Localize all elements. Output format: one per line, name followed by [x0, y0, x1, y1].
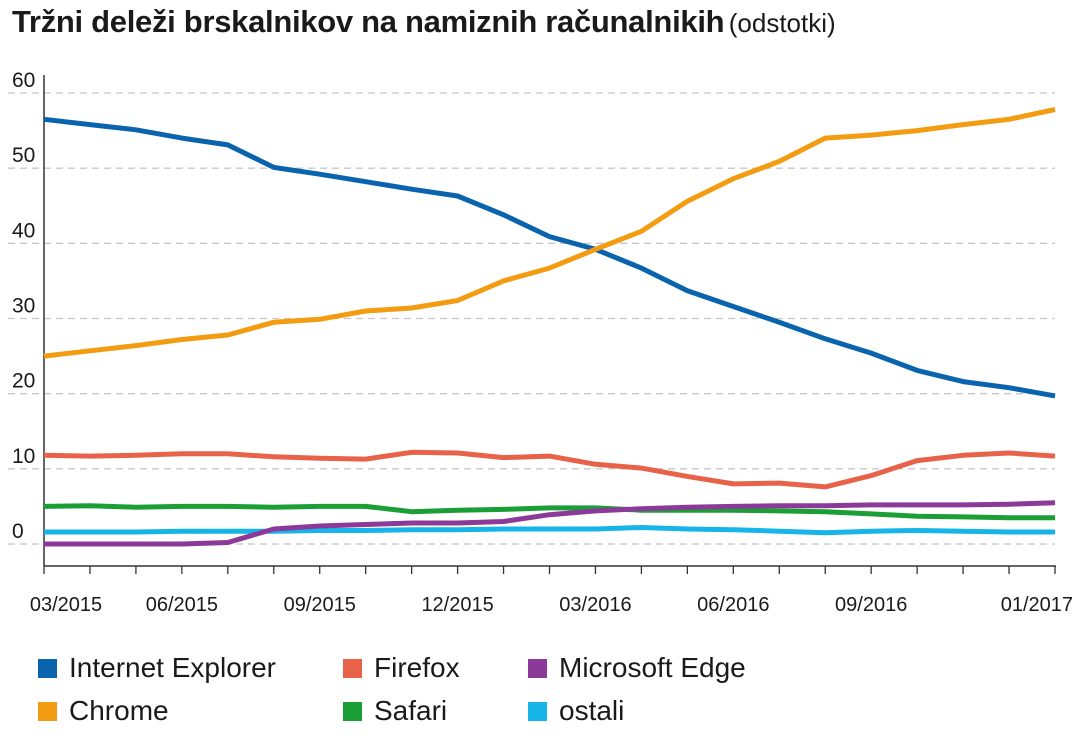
line-chart: 0 10 20 30 40 50 60 03/2015 06/2015 09/2015 12/20…	[8, 69, 1073, 616]
x-tick-label-01-2017: 01/2017	[1001, 594, 1073, 616]
legend-label-safari: Safari	[374, 695, 448, 726]
x-tick-label-09-2016: 09/2016	[835, 594, 907, 616]
y-tick-label-50: 50	[12, 144, 35, 167]
series-line-ostali	[44, 525, 1055, 536]
y-tick-label-40: 40	[12, 219, 35, 242]
x-tick-label-09-2015: 09/2015	[284, 594, 356, 616]
legend-label-chrome: Chrome	[69, 695, 169, 726]
legend-swatch-firefox	[343, 658, 362, 678]
x-tick-label-06-2016: 06/2016	[697, 594, 769, 616]
gridlines	[8, 92, 1055, 545]
y-tick-label-30: 30	[12, 295, 35, 318]
y-axis: 0 10 20 30 40 50 60	[12, 69, 35, 543]
x-tick-label-03-2016: 03/2016	[559, 594, 631, 616]
y-tick-label-20: 20	[12, 370, 35, 393]
legend-swatch-microsoft-edge	[528, 658, 547, 678]
series-line-microsoft-edge	[44, 500, 1056, 547]
legend-swatch-internet-explorer	[38, 658, 57, 678]
legend: Internet Explorer Firefox Microsoft Edge…	[38, 650, 1038, 740]
y-tick-label-0: 0	[12, 520, 24, 543]
chart-title: Tržni deleži brskalnikov na namiznih rač…	[12, 6, 836, 37]
x-tick-label-03-2015: 03/2015	[30, 594, 102, 616]
legend-label-internet-explorer: Internet Explorer	[69, 652, 276, 683]
chart-title-unit: (odstotki)	[728, 8, 836, 38]
legend-item-internet-explorer: Internet Explorer	[38, 652, 276, 684]
chart-title-main: Tržni deleži brskalnikov na namiznih rač…	[12, 4, 725, 39]
legend-item-microsoft-edge: Microsoft Edge	[528, 652, 746, 684]
series-line-firefox	[43, 449, 1056, 490]
y-tick-label-60: 60	[12, 69, 35, 92]
legend-item-safari: Safari	[343, 695, 447, 727]
x-axis: 03/2015 06/2015 09/2015 12/2015 03/2016 06/20…	[30, 75, 1073, 616]
legend-item-firefox: Firefox	[343, 652, 460, 684]
series-line-internet-explorer	[43, 116, 1056, 399]
legend-swatch-ostali	[528, 701, 547, 721]
legend-label-ostali: ostali	[559, 695, 625, 726]
legend-swatch-safari	[343, 701, 362, 721]
legend-swatch-chrome	[38, 701, 57, 721]
series-line-chrome	[43, 107, 1056, 359]
legend-label-firefox: Firefox	[374, 652, 460, 683]
x-tick-label-12-2015: 12/2015	[421, 594, 493, 616]
legend-item-ostali: ostali	[528, 695, 624, 727]
x-tick-label-06-2015: 06/2015	[146, 594, 218, 616]
legend-item-chrome: Chrome	[38, 695, 169, 727]
series-lines	[43, 107, 1056, 547]
y-tick-label-10: 10	[12, 445, 35, 468]
series-line-safari	[43, 503, 1055, 521]
legend-label-microsoft-edge: Microsoft Edge	[559, 652, 746, 683]
